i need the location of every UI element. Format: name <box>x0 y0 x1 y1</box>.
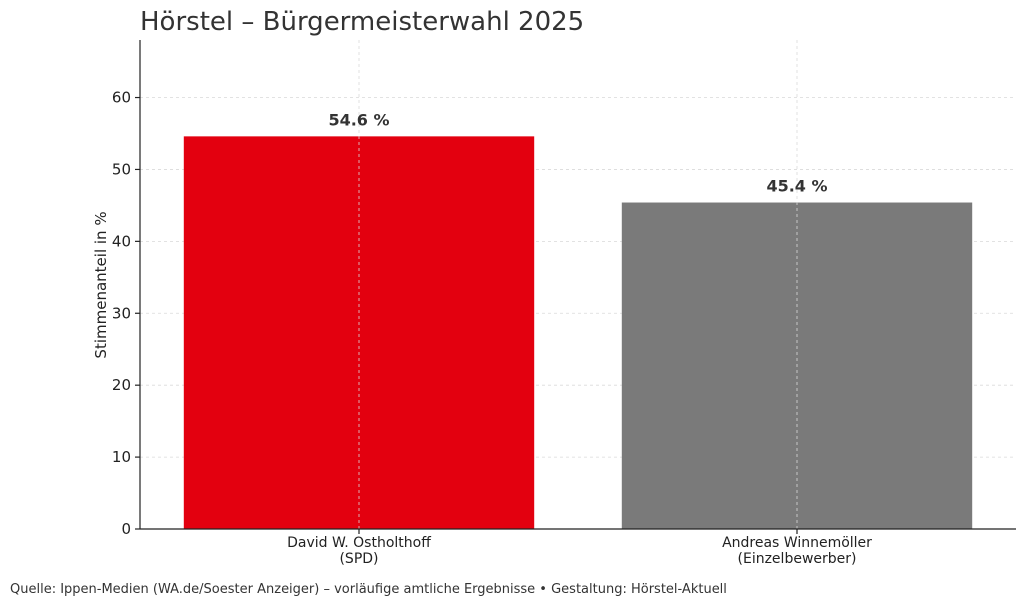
data-label: 45.4 % <box>766 177 827 196</box>
x-tick-label: Andreas Winnemöller (Einzelbewerber) <box>722 535 872 567</box>
bars-layer <box>183 40 973 530</box>
x-tick-label-line: (SPD) <box>339 551 378 567</box>
data-label: 54.6 % <box>328 110 389 129</box>
y-tick-label: 30 <box>112 304 131 322</box>
x-tick-label: David W. Ostholthoff (SPD) <box>287 535 431 567</box>
axes-layer <box>135 40 1016 534</box>
y-tick-label: 60 <box>112 89 131 107</box>
y-tick-label: 0 <box>121 520 131 538</box>
x-tick-label-line: (Einzelbewerber) <box>738 551 857 567</box>
y-tick-label: 40 <box>112 232 131 250</box>
x-tick-label-line: Andreas Winnemöller <box>722 535 872 551</box>
labels-layer: 0 10 20 30 40 50 60 54.6 % 45.4 % David W. Osthol… <box>112 89 872 567</box>
y-tick-label: 20 <box>112 376 131 394</box>
y-axis-label: Stimmenanteil in % <box>92 211 110 358</box>
chart-title: Hörstel – Bürgermeisterwahl 2025 <box>140 7 584 37</box>
y-tick-label: 50 <box>112 160 131 178</box>
bar <box>183 136 535 530</box>
y-tick-label: 10 <box>112 448 131 466</box>
x-tick-label-line: David W. Ostholthoff <box>287 535 431 551</box>
source-note: Quelle: Ippen-Medien (WA.de/Soester Anze… <box>10 582 727 597</box>
